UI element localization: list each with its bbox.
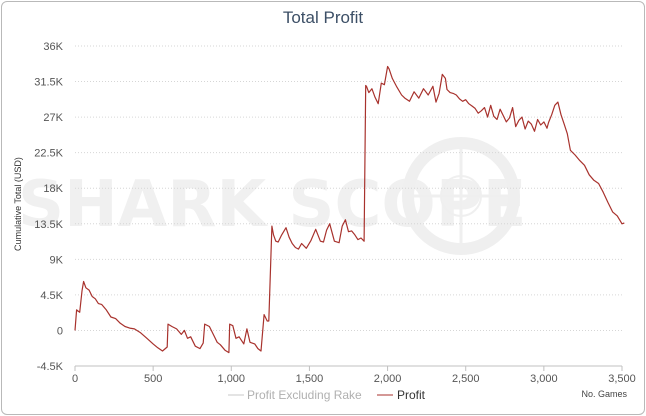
y-tick-label: 22.5K [34,148,63,160]
y-axis-title: Cumulative Total (USD) [13,157,23,251]
x-tick-label: 0 [72,373,78,385]
legend-item-profit-excluding-rake[interactable]: Profit Excluding Rake [228,388,362,402]
y-tick-label: 4.5K [40,290,63,302]
chart-title: Total Profit [282,8,364,27]
legend: Profit Excluding Rake Profit [228,388,426,402]
y-tick-label: 9K [50,254,64,266]
series-line-profit [74,65,625,354]
y-tick-label: 13.5K [34,219,63,231]
y-tick-label: 0 [57,325,63,337]
x-axis-ticks: 0 500 1,000 1,500 2,000 2,500 3,000 3,500 [72,365,636,385]
series [74,65,625,354]
x-tick-label: 500 [144,373,162,385]
y-tick-label: 31.5K [34,77,63,89]
x-tick-label: 2,500 [452,373,480,385]
y-axis-ticks: -4.5K 0 4.5K 9K 13.5K 18K 22.5K 27K 31.5K 36K [34,41,63,373]
x-tick-label: 1,000 [218,373,246,385]
x-tick-label: 1,500 [296,373,324,385]
scope-crosshair [402,137,520,255]
watermark: SHARK SCOPE [18,137,526,255]
x-axis-note: No. Games [581,389,627,399]
y-tick-label: 36K [43,41,63,53]
legend-label-profit-excluding-rake: Profit Excluding Rake [247,388,362,402]
y-tick-label: -4.5K [37,361,64,373]
legend-label-profit: Profit [397,388,426,402]
x-tick-label: 3,500 [608,373,636,385]
x-tick-label: 3,000 [530,373,558,385]
x-tick-label: 2,000 [374,373,402,385]
y-tick-label: 27K [43,112,63,124]
y-tick-label: 18K [43,183,63,195]
legend-item-profit[interactable]: Profit [377,388,426,402]
